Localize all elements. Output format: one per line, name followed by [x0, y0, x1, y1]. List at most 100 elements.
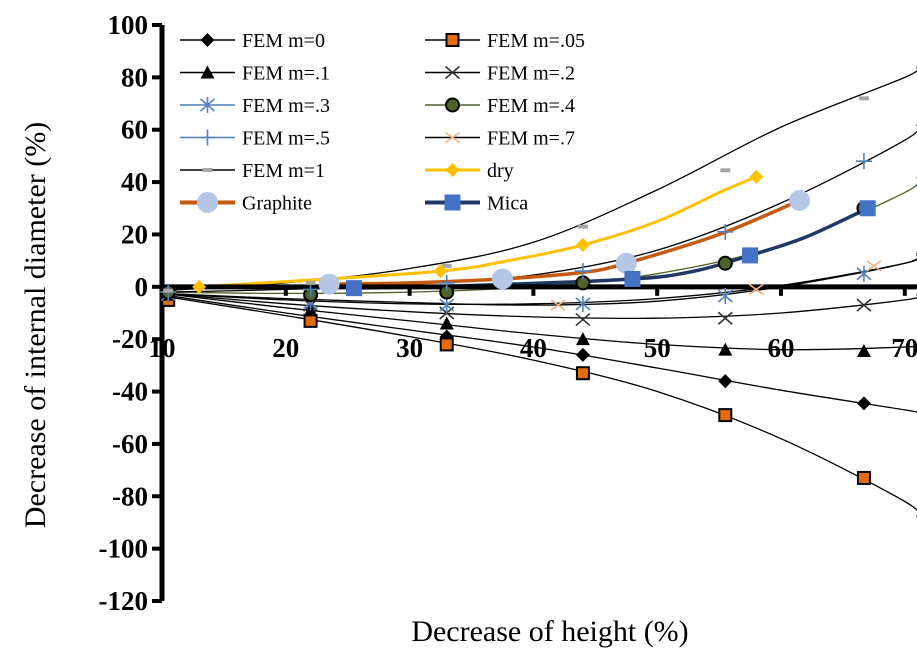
data-point-fem-m-2 — [856, 298, 872, 312]
data-point-fem-m-1 — [575, 332, 590, 346]
data-point-fem-m-05 — [856, 470, 871, 485]
data-point-fem-m-1 — [858, 96, 869, 101]
y-tick-label: -80 — [112, 481, 148, 511]
data-point-dry — [749, 169, 764, 184]
x-tick-label: 50 — [644, 333, 671, 363]
y-tick-label: 0 — [135, 272, 149, 302]
legend-label: Mica — [487, 193, 528, 215]
series-line-fem-m-7 — [161, 252, 917, 306]
x-tick-label: 40 — [520, 333, 547, 363]
legend-marker-fem-m-1 — [202, 168, 213, 172]
legend-marker-fem-m-3 — [199, 97, 216, 113]
legend-marker-fem-m-0 — [200, 33, 215, 47]
legend-item-fem-m-05: FEM m=.05 — [425, 30, 585, 52]
series-line-graphite — [329, 198, 801, 286]
legend-marker-fem-m-5 — [199, 129, 216, 146]
y-tick-label: -20 — [112, 324, 148, 354]
data-point-graphite — [789, 189, 811, 211]
legend-marker-fem-m-7 — [445, 131, 460, 144]
data-point-fem-m-4 — [717, 255, 733, 271]
data-point-fem-m-1 — [720, 168, 731, 173]
legend-label: FEM m=.1 — [242, 63, 330, 85]
legend-item-mica: Mica — [425, 193, 528, 215]
legend-label: FEM m=1 — [242, 160, 325, 182]
data-point-fem-m-0 — [718, 374, 733, 389]
series-line-fem-m-05 — [161, 295, 917, 518]
series-line-mica — [353, 206, 869, 290]
x-axis-title: Decrease of height (%) — [411, 615, 688, 648]
legend-item-fem-m-3: FEM m=.3 — [180, 95, 330, 117]
legend-label: dry — [487, 160, 514, 182]
data-point-graphite — [491, 268, 513, 290]
y-tick-label: -60 — [112, 429, 148, 459]
y-tick-label: 20 — [121, 219, 148, 249]
data-point-fem-m-3 — [439, 297, 455, 314]
data-point-fem-m-1 — [439, 316, 454, 330]
y-tick-label: -40 — [112, 377, 148, 407]
data-point-fem-m-7 — [748, 283, 764, 296]
data-point-mica — [859, 200, 876, 217]
data-point-fem-m-2 — [575, 312, 591, 327]
y-tick-label: -100 — [99, 534, 149, 564]
data-point-fem-m-1 — [163, 288, 174, 293]
y-tick-label: 80 — [121, 62, 148, 92]
legend-item-fem-m-2: FEM m=.2 — [425, 63, 575, 85]
y-tick-label: -120 — [99, 586, 149, 616]
data-point-graphite — [318, 273, 340, 295]
tick-labels-layer: 100 80 60 40 20 0 -20 -40 -60 -80 -100 -120 10 20 30 40… — [99, 10, 917, 616]
data-point-fem-m-05 — [439, 337, 454, 352]
data-point-fem-m-1 — [441, 263, 452, 268]
data-point-mica — [624, 270, 641, 287]
data-point-fem-m-1 — [305, 280, 316, 285]
legend-marker-fem-m-05 — [445, 33, 460, 47]
legend-item-dry: dry — [425, 160, 514, 182]
data-point-dry — [575, 237, 590, 252]
data-point-fem-m-5 — [855, 153, 872, 170]
series-line-fem-m-3 — [161, 254, 917, 306]
data-point-fem-m-7 — [866, 260, 882, 272]
legend-marker-graphite — [197, 192, 218, 213]
data-point-dry — [192, 279, 207, 294]
data-point-fem-m-1 — [856, 343, 871, 357]
legend-marker-fem-m-4 — [445, 97, 460, 113]
data-point-mica — [742, 247, 759, 264]
legend-label: FEM m=.2 — [487, 63, 575, 85]
data-point-fem-m-05 — [718, 408, 733, 423]
data-point-graphite — [615, 252, 637, 274]
data-point-fem-m-3 — [575, 295, 591, 312]
legend-item-fem-m-4: FEM m=.4 — [425, 95, 575, 117]
legend-label: FEM m=0 — [242, 30, 325, 52]
markers-layer — [160, 96, 882, 485]
data-point-fem-m-0 — [575, 347, 590, 362]
legend-label: FEM m=.5 — [242, 128, 330, 150]
legend-label: FEM m=.3 — [242, 95, 330, 117]
y-tick-label: 60 — [121, 115, 148, 145]
legend-item-fem-m-0: FEM m=0 — [180, 30, 325, 52]
data-point-fem-m-3 — [856, 265, 872, 282]
x-tick-label: 30 — [396, 333, 423, 363]
data-point-fem-m-0 — [856, 396, 871, 411]
legend-item-fem-m-7: FEM m=.7 — [425, 128, 575, 150]
data-point-dry — [433, 264, 448, 279]
series-line-fem-m-2 — [161, 292, 917, 320]
y-axis-title: Decrease of internal diameter (%) — [19, 122, 52, 528]
y-tick-label: 40 — [121, 167, 148, 197]
legend-marker-fem-m-2 — [444, 65, 461, 80]
legend-label: Graphite — [242, 193, 312, 215]
data-point-fem-m-1 — [718, 342, 733, 356]
data-point-fem-m-7 — [550, 299, 566, 311]
legend-item-fem-m-5: FEM m=.5 — [180, 128, 330, 150]
data-point-fem-m-2 — [717, 311, 733, 325]
legend-marker-dry — [445, 163, 460, 177]
data-point-fem-m-3 — [717, 287, 733, 304]
legend: FEM m=0 FEM m=.05 FEM m=.1 FEM m=.2 FEM m=.3… — [180, 30, 585, 215]
legend-marker-fem-m-1 — [200, 65, 215, 79]
x-tick-label: 70 — [891, 333, 917, 363]
data-point-fem-m-05 — [303, 313, 318, 328]
legend-item-fem-m-1: FEM m=.1 — [180, 63, 330, 85]
x-tick-label: 10 — [149, 333, 176, 363]
legend-item-fem-m-1: FEM m=1 — [180, 160, 325, 182]
x-tick-label: 60 — [768, 333, 795, 363]
legend-label: FEM m=.7 — [487, 128, 575, 150]
